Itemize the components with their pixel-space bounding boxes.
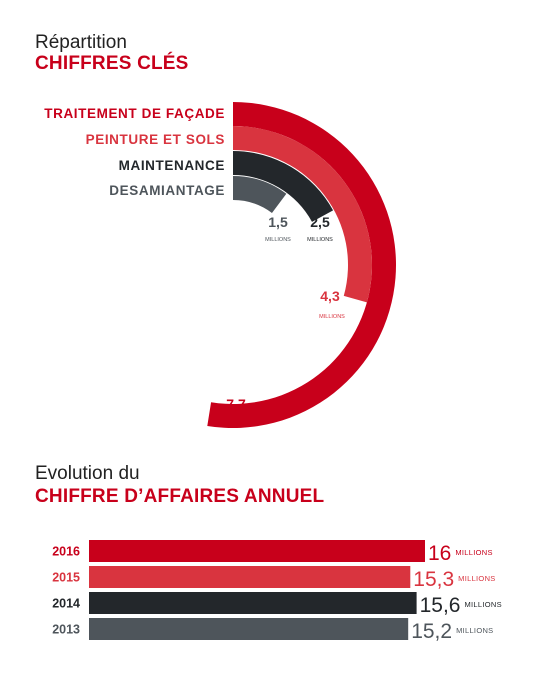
section2-heading: CHIFFRE D’AFFAIRES ANNUEL	[35, 486, 325, 507]
radial-unit-label-3: MILLIONS	[307, 237, 333, 243]
revenue-bar-2016	[89, 540, 425, 562]
revenue-bar-2013	[89, 618, 409, 640]
radial-bar-4	[233, 176, 287, 213]
revenue-value-2014: 15,6	[420, 594, 461, 617]
radial-value-label-3: 2,5	[310, 214, 330, 230]
radial-category-label-2: PEINTURE ET SOLS	[86, 132, 225, 147]
radial-value-label-4: 1,5	[268, 214, 288, 230]
radial-bar-2	[233, 126, 372, 303]
radial-bar-1	[207, 102, 397, 428]
year-label-2014: 2014	[52, 597, 80, 611]
radial-value-label-1: 7,7	[226, 396, 246, 412]
revenue-unit-2015: MILLIONS	[458, 574, 495, 583]
radial-unit-label-2: MILLIONS	[319, 314, 345, 320]
revenue-bar-2014	[89, 592, 417, 614]
revenue-value-2015: 15,3	[413, 568, 454, 591]
year-label-2016: 2016	[52, 545, 80, 559]
revenue-bar-2015	[89, 566, 411, 588]
radial-category-label-4: DESAMIANTAGE	[109, 183, 225, 198]
revenue-unit-2014: MILLIONS	[464, 600, 501, 609]
revenue-value-2016: 16	[428, 542, 451, 565]
section1-heading: CHIFFRES CLÉS	[35, 53, 189, 74]
radial-unit-label-1: MILLIONS	[218, 422, 244, 428]
revenue-unit-2016: MILLIONS	[455, 548, 492, 557]
year-label-2015: 2015	[52, 571, 80, 585]
section1-title: Répartition	[35, 32, 127, 53]
radial-category-label-1: TRAITEMENT DE FAÇADE	[44, 106, 225, 121]
radial-bar-3	[233, 151, 334, 222]
radial-category-label-3: MAINTENANCE	[119, 158, 225, 173]
revenue-value-2013: 15,2	[411, 620, 452, 643]
section2-title: Evolution du	[35, 463, 140, 484]
radial-bar-chart: TRAITEMENT DE FAÇADE 7,7 MILLIONS PEINTURE …	[44, 102, 397, 428]
year-label-2013: 2013	[52, 623, 80, 637]
revenue-unit-2013: MILLIONS	[456, 626, 493, 635]
radial-unit-label-4: MILLIONS	[265, 237, 291, 243]
radial-value-label-2: 4,3	[320, 288, 340, 304]
